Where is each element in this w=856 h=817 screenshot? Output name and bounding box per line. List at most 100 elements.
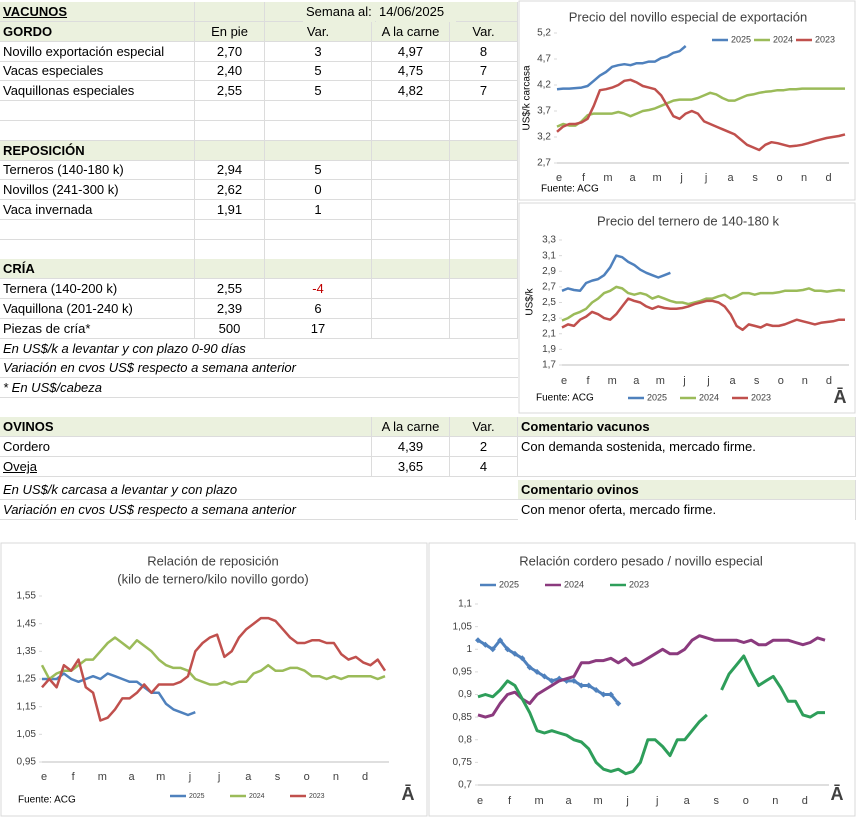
- row-label: Oveja: [0, 457, 372, 477]
- comment-title: Comentario ovinos: [518, 480, 856, 500]
- y-tick-label: 1,35: [17, 646, 37, 657]
- x-tick-label: e: [41, 771, 47, 783]
- row-label: Vaca invernada: [0, 200, 195, 220]
- y-tick-label: 1: [466, 644, 472, 655]
- value: [450, 160, 518, 180]
- value: 5: [265, 81, 372, 101]
- x-tick-label: o: [778, 375, 784, 387]
- x-tick-label: s: [714, 795, 720, 807]
- group-title: GORDO: [0, 22, 195, 42]
- value: [372, 279, 450, 299]
- cell: [372, 101, 450, 121]
- x-tick-label: e: [477, 795, 483, 807]
- column-header: Var.: [450, 22, 518, 42]
- series-line: [42, 672, 196, 717]
- y-tick-label: 5,2: [537, 28, 551, 39]
- y-tick-label: 1,05: [17, 729, 37, 740]
- y-tick-label: 0,8: [458, 734, 472, 745]
- cell: [372, 141, 450, 161]
- x-tick-label: m: [98, 771, 107, 783]
- legend-label: 2025: [647, 392, 667, 402]
- y-tick-label: 0,75: [453, 757, 473, 768]
- x-tick-label: m: [594, 795, 603, 807]
- week-label: Semana al:: [303, 2, 375, 22]
- cell: [450, 121, 518, 141]
- value: 4,82: [372, 81, 450, 101]
- row-label: Cordero: [0, 437, 372, 457]
- y-tick-label: 3,1: [542, 250, 556, 261]
- point-marker: [497, 637, 504, 644]
- column-header: Var.: [450, 417, 518, 437]
- value: 2,39: [195, 299, 265, 319]
- note: * En US$/cabeza: [0, 378, 518, 398]
- value: 2,94: [195, 160, 265, 180]
- chart-subtitle: (kilo de ternero/kilo novillo gordo): [117, 571, 308, 586]
- x-tick-label: a: [629, 172, 636, 184]
- cell: [265, 101, 372, 121]
- point-marker: [585, 682, 592, 689]
- y-tick-label: 2,3: [542, 313, 556, 324]
- x-tick-label: d: [362, 771, 368, 783]
- x-tick-label: a: [730, 375, 737, 387]
- cell: [195, 259, 265, 279]
- y-tick-label: 3,7: [537, 106, 551, 117]
- column-header: En pie: [195, 22, 265, 42]
- row-label: Vaquillona (201-240 k): [0, 299, 195, 319]
- y-tick-label: 4,2: [537, 80, 551, 91]
- point-marker: [593, 686, 600, 693]
- value: [372, 180, 450, 200]
- value: 3: [265, 42, 372, 62]
- y-tick-label: 3,2: [537, 132, 551, 143]
- x-tick-label: j: [704, 172, 707, 184]
- section-title: VACUNOS: [0, 2, 195, 22]
- legend-label: 2023: [751, 392, 771, 402]
- x-tick-label: f: [587, 375, 591, 387]
- row-label: Vacas especiales: [0, 61, 195, 81]
- value: 17: [265, 319, 372, 339]
- value: 500: [195, 319, 265, 339]
- x-tick-label: a: [566, 795, 573, 807]
- legend-label: 2025: [189, 793, 205, 800]
- cell: [195, 141, 265, 161]
- x-tick-label: m: [603, 172, 612, 184]
- source-note: Fuente: ACG: [18, 795, 76, 806]
- cell: [450, 220, 518, 240]
- y-tick-label: 1,15: [17, 701, 37, 712]
- value: [450, 180, 518, 200]
- value: [450, 299, 518, 319]
- value: [450, 279, 518, 299]
- point-marker: [526, 664, 533, 671]
- y-tick-label: 1,7: [542, 360, 556, 371]
- row-label: Terneros (140-180 k): [0, 160, 195, 180]
- y-tick-label: 0,85: [453, 712, 473, 723]
- x-tick-label: e: [556, 172, 562, 184]
- chart-title: Precio del novillo especial de exportaci…: [569, 9, 807, 24]
- point-marker: [600, 691, 607, 698]
- point-marker: [511, 650, 518, 657]
- x-tick-label: m: [156, 771, 165, 783]
- legend-label: 2024: [773, 34, 793, 44]
- y-tick-label: 2,7: [537, 158, 551, 169]
- x-tick-label: j: [682, 375, 685, 387]
- value: 2,40: [195, 61, 265, 81]
- cell: [195, 101, 265, 121]
- x-tick-label: m: [608, 375, 617, 387]
- x-tick-label: j: [679, 172, 682, 184]
- cell: [450, 141, 518, 161]
- legend-label: 2023: [629, 579, 649, 589]
- legend-label: 2024: [564, 579, 584, 589]
- y-tick-label: 3,3: [542, 235, 556, 246]
- x-tick-label: o: [304, 771, 310, 783]
- value: 7: [450, 81, 518, 101]
- logo: Ā: [831, 784, 844, 804]
- point-marker: [578, 682, 585, 689]
- x-tick-label: d: [802, 795, 808, 807]
- chart-title: Relación cordero pesado / novillo especi…: [519, 553, 763, 568]
- value: [450, 200, 518, 220]
- series-line: [41, 616, 387, 722]
- chart-frame: [428, 542, 856, 817]
- x-tick-label: f: [72, 771, 76, 783]
- chart-title: Precio del ternero de 140-180 k: [597, 213, 780, 228]
